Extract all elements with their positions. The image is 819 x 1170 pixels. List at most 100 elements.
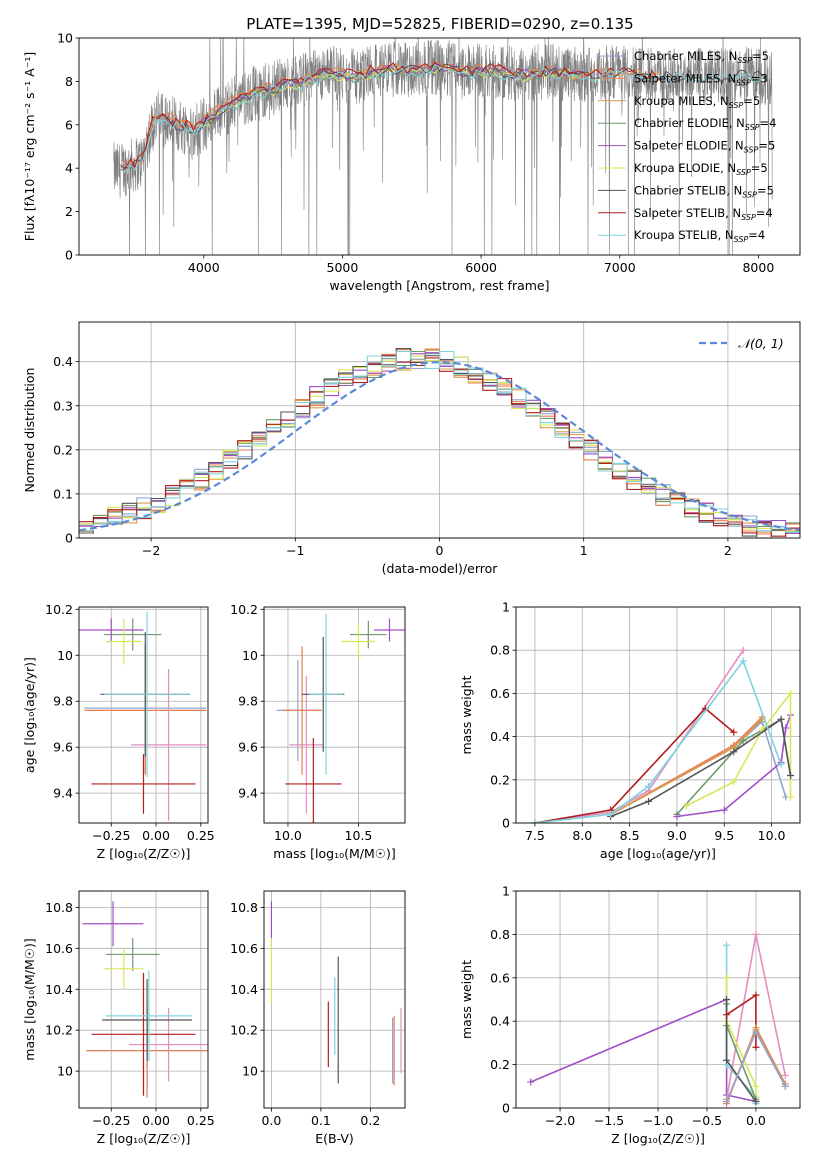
weight-vs-Z-xtick-label: −1.5 [594,1113,624,1128]
weight-vs-age-marker-3 [739,646,747,654]
weight-vs-Z-marker-5 [752,1097,760,1105]
weight-vs-Z-ytick-label: 0 [502,1101,510,1116]
mass-vs-Z-ytick-label: 10.8 [45,900,73,915]
weight-vs-age-xtick-label: 9.0 [667,828,687,843]
weight-vs-age-line-7 [610,717,792,818]
weight-vs-Z-marker-6 [723,1011,731,1019]
weight-vs-age-marker-9 [607,810,615,818]
residuals-plot-area [79,348,800,538]
age-vs-Z-ylabel: age [log₁₀(age/yr)] [22,657,37,773]
spectrum-ytick-label: 8 [65,74,73,89]
weight-vs-age-marker-5 [782,724,790,732]
weight-vs-age-line-3 [534,649,744,823]
mass-vs-Z-frame [78,890,209,1109]
weight-vs-age-marker-5 [720,806,728,814]
legend-entry-4: Salpeter ELODIE, NSSP=5 [634,139,775,155]
weight-vs-age-xtick-label: 7.5 [525,828,545,843]
legend-entry-6: Chabrier STELIB, NSSP=5 [634,183,774,199]
weight-vs-Z-marker-5 [723,1056,731,1064]
residuals-ylabel: Normed distribution [22,368,37,493]
age-vs-mass-ytick-label: 10.2 [230,602,258,617]
weight-vs-Z-marker-1 [723,941,731,949]
spectrum-ytick-label: 6 [65,117,73,132]
weight-vs-age-xtick-label: 9.5 [714,828,734,843]
mass-vs-ebv-ytick-label: 10 [242,1064,258,1079]
age-vs-mass-xlabel: mass [log₁₀(M/M☉)] [273,846,395,861]
residuals-xtick-label: 2 [724,543,732,558]
mass-vs-ebv-xtick-label: 0.0 [261,1113,281,1128]
age-vs-mass-ytick-label: 10 [242,648,258,663]
weight-vs-age-ylabel: mass weight [459,675,474,754]
age-vs-Z-panel: −0.25 0.00 0.25 9.4 9.6 9.8 10 10.2 Z [log₁₀(Z/Z… [22,602,215,861]
model-spectrum-7 [120,62,662,171]
legend-entry-0: Chabrier MILES, NSSP=5 [634,49,769,65]
age-vs-mass-grid [264,607,405,823]
age-vs-Z-ytick-label: 10 [57,648,73,663]
weight-vs-age-marker-6 [787,793,795,801]
mass-vs-ebv-ytick-label: 10.4 [230,982,258,997]
mass-vs-ebv-ytick-label: 10.8 [230,900,258,915]
mass-vs-Z-plot-area [82,901,208,1098]
weight-vs-age-panel: 7.5 8.0 8.5 9.0 9.5 10.0 0 0.2 0.4 0.6 0.8 1 age [lo… [459,600,801,861]
weight-vs-age-marker-4 [739,737,747,745]
mass-vs-ebv-frame [263,890,406,1109]
weight-vs-age-marker-6 [682,802,690,810]
weight-vs-age-marker-9 [777,761,785,769]
age-vs-Z-axes: −0.25 0.00 0.25 9.4 9.6 9.8 10 10.2 Z [log₁₀(Z/Z… [22,602,215,861]
weight-vs-Z-panel: −2.0 −1.5 −1.0 −0.5 0.0 0 0.2 0.4 0.6 0.8 1 Z [log₁… [459,884,801,1146]
age-vs-mass-panel: 10.0 10.5 9.4 9.6 9.8 10 10.2 mass [log₁₀(M/M☉)… [230,602,406,861]
weight-vs-age-marker-6 [730,778,738,786]
age-vs-mass-axes: 10.0 10.5 9.4 9.6 9.8 10 10.2 mass [log₁₀(M/M☉)… [230,602,406,861]
weight-vs-age-marker-8 [730,728,738,736]
weight-vs-Z-xtick-label: −1.0 [643,1113,673,1128]
weight-vs-age-marker-7 [645,797,653,805]
weight-vs-Z-marker-2 [781,1071,789,1079]
legend-entry-8: Kroupa STELIB, NSSP=4 [634,228,765,244]
mass-vs-Z-xtick-label: −0.25 [92,1113,130,1128]
residuals-xtick-label: −2 [142,543,160,558]
weight-vs-age-xtick-label: 10.0 [758,828,786,843]
age-vs-mass-xtick-label: 10.0 [274,828,302,843]
residuals-ytick-label: 0 [65,531,73,546]
legend-entry-5: Kroupa ELODIE, NSSP=5 [634,161,768,177]
residuals-ytick-label: 0.3 [53,398,73,413]
mass-vs-ebv-panel: 0.0 0.1 0.2 10 10.2 10.4 10.6 10.8 E(B-V) [230,890,406,1146]
age-vs-mass-plot-area [276,613,405,823]
mass-vs-Z-panel: −0.25 0.00 0.25 10 10.2 10.4 10.6 10.8 Z [log₁₀(… [22,890,215,1146]
weight-vs-age-ytick-label: 1 [502,600,510,615]
weight-vs-Z-marker-3 [752,1082,760,1090]
spectrum-xtick-label: 7000 [604,260,636,275]
spectrum-ytick-label: 10 [57,31,73,46]
weight-vs-age-ytick-label: 0.2 [490,772,510,787]
spectrum-ytick-label: 0 [65,248,73,263]
weight-vs-Z-line-0 [530,998,757,1103]
age-vs-Z-xtick-label: 0.00 [142,828,170,843]
spectrum-panel: 4000 5000 6000 7000 8000 0 2 4 6 8 10 wavelength [A… [22,31,801,293]
mass-vs-Z-xtick-label: 0.00 [142,1113,170,1128]
histogram-8 [79,350,800,533]
spectrum-ylabel: Flux [fλ10⁻¹⁷ erg cm⁻² s⁻¹ A⁻¹] [22,52,37,241]
weight-vs-age-line-9 [534,659,782,823]
residuals-xlabel: (data-model)/error [382,561,499,576]
weight-vs-Z-marker-3 [723,974,731,982]
weight-vs-Z-plot-area [527,930,789,1108]
weight-vs-age-ytick-label: 0.8 [490,643,510,658]
weight-vs-age-xlabel: age [log₁₀(age/yr)] [600,846,716,861]
age-vs-Z-ytick-label: 9.8 [53,694,73,709]
spectrum-xlabel: wavelength [Angstrom, rest frame] [329,278,549,293]
weight-vs-Z-marker-6 [752,1043,760,1051]
spectrum-xtick-label: 5000 [327,260,359,275]
mass-vs-Z-xtick-label: 0.25 [187,1113,215,1128]
weight-vs-Z-xlabel: Z [log₁₀(Z/Z☉)] [611,1131,705,1146]
weight-vs-Z-ytick-label: 0.2 [490,1057,510,1072]
age-vs-Z-frame [78,606,209,824]
residuals-ytick-label: 0.1 [53,486,73,501]
figure-title: PLATE=1395, MJD=52825, FIBERID=0290, z=0… [246,15,633,33]
weight-vs-Z-xtick-label: −2.0 [545,1113,575,1128]
observed-spectrum [113,38,773,255]
residuals-ytick-label: 0.2 [53,442,73,457]
age-vs-Z-ytick-label: 9.6 [53,740,73,755]
residuals-frame [78,321,801,539]
legend-entry-2: Kroupa MILES, NSSP=5 [634,94,760,110]
